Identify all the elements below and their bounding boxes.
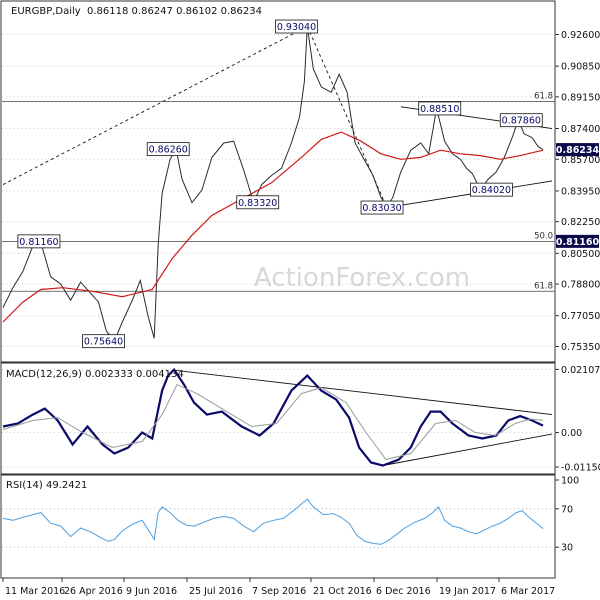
macd-axis-label: 0.00	[561, 428, 582, 439]
x-axis-label: 11 Mar 2016	[5, 586, 65, 597]
fib-level-label: 61.8	[534, 91, 553, 101]
x-axis-label: 19 Jan 2017	[439, 586, 496, 597]
value-label-box	[418, 101, 462, 116]
value-label: 0.81160	[19, 237, 58, 248]
x-axis-label: 25 Jul 2016	[189, 586, 243, 597]
x-axis-label: 9 Jun 2016	[126, 586, 177, 597]
rsi-axis-label: 100	[561, 476, 579, 487]
macd-plot: 0.021074 0.00 -0.011507	[2, 365, 600, 474]
price-axis-label: 0.87400	[561, 124, 600, 135]
value-label: 0.93040	[277, 22, 316, 33]
x-axis-label: 7 Sep 2016	[252, 586, 306, 597]
price-axis-label: 0.82250	[561, 217, 600, 228]
price-axis-label: 0.78800	[561, 280, 600, 291]
price-axis-label: 0.92600	[561, 30, 600, 41]
fib-level-label: 61.8	[534, 281, 553, 291]
value-label: 0.88510	[420, 104, 459, 115]
price-panel-frame	[0, 0, 556, 363]
macd-axis-label: 0.021074	[561, 365, 600, 376]
value-label-box	[82, 334, 125, 349]
value-label-box	[360, 200, 404, 215]
symbol-label: EURGBP,Daily	[11, 6, 81, 17]
price-line	[2, 26, 544, 343]
rsi-axis-label: 30	[561, 543, 573, 554]
x-axis-label: 6 Dec 2016	[376, 586, 431, 597]
fib-level-label: 50.0	[534, 231, 553, 241]
watermark: ActionForex.com	[254, 263, 470, 293]
macd-trendline	[174, 369, 553, 416]
value-label-box	[275, 19, 318, 34]
macd-axis-label: -0.011507	[561, 463, 600, 474]
price-header: EURGBP,Daily 0.86118 0.86247 0.86102 0.8…	[11, 6, 262, 17]
price-axis-label: 0.85700	[561, 155, 600, 166]
value-label: 0.83320	[238, 198, 277, 209]
price-axis-label: 0.90850	[561, 62, 600, 73]
price-plot: 0.92600 0.90850 0.89150 0.87400 0.85700 0.839…	[2, 19, 600, 353]
rsi-panel-frame	[0, 474, 556, 579]
price-trendline	[386, 180, 553, 208]
rsi-axis-label: 70	[561, 504, 573, 515]
value-label: 0.83030	[362, 203, 401, 214]
rsi-plot: 100 70 30	[2, 476, 579, 554]
x-axis-label: 6 Mar 2017	[501, 586, 555, 597]
price-tag-label: 0.86234	[556, 145, 600, 156]
price-axis-label: 0.83950	[561, 186, 600, 197]
value-label: 0.87860	[502, 116, 541, 127]
price-tag-label: 0.81160	[556, 237, 600, 248]
macd-panel-frame	[0, 362, 556, 475]
price-axis-label: 0.89150	[561, 92, 600, 103]
value-label: 0.84020	[472, 185, 511, 196]
macd-title: MACD(12,26,9) 0.002333 0.004134	[6, 369, 184, 380]
macd-trendline	[382, 433, 553, 466]
price-tag-box	[556, 234, 599, 248]
value-label-box	[146, 142, 190, 157]
rsi-line	[2, 498, 544, 545]
rsi-title: RSI(14) 49.2421	[6, 480, 87, 491]
value-label: 0.86260	[149, 145, 188, 156]
price-tag-box	[556, 143, 599, 157]
value-label-box	[236, 195, 280, 210]
value-label-box	[470, 182, 513, 197]
price-axis-label: 0.77050	[561, 311, 600, 322]
price-axis-label: 0.75350	[561, 342, 600, 353]
price-axis-label: 0.80500	[561, 249, 600, 260]
x-axis-label: 26 Apr 2016	[64, 586, 123, 597]
value-label-box	[17, 234, 61, 249]
value-label: 0.75640	[84, 337, 123, 348]
x-axis-label: 21 Oct 2016	[313, 586, 372, 597]
ohlc-values: 0.86118 0.86247 0.86102 0.86234	[87, 6, 262, 17]
macd-signal-line	[2, 383, 544, 461]
value-label-box	[499, 113, 543, 128]
moving-average-line	[2, 131, 544, 323]
